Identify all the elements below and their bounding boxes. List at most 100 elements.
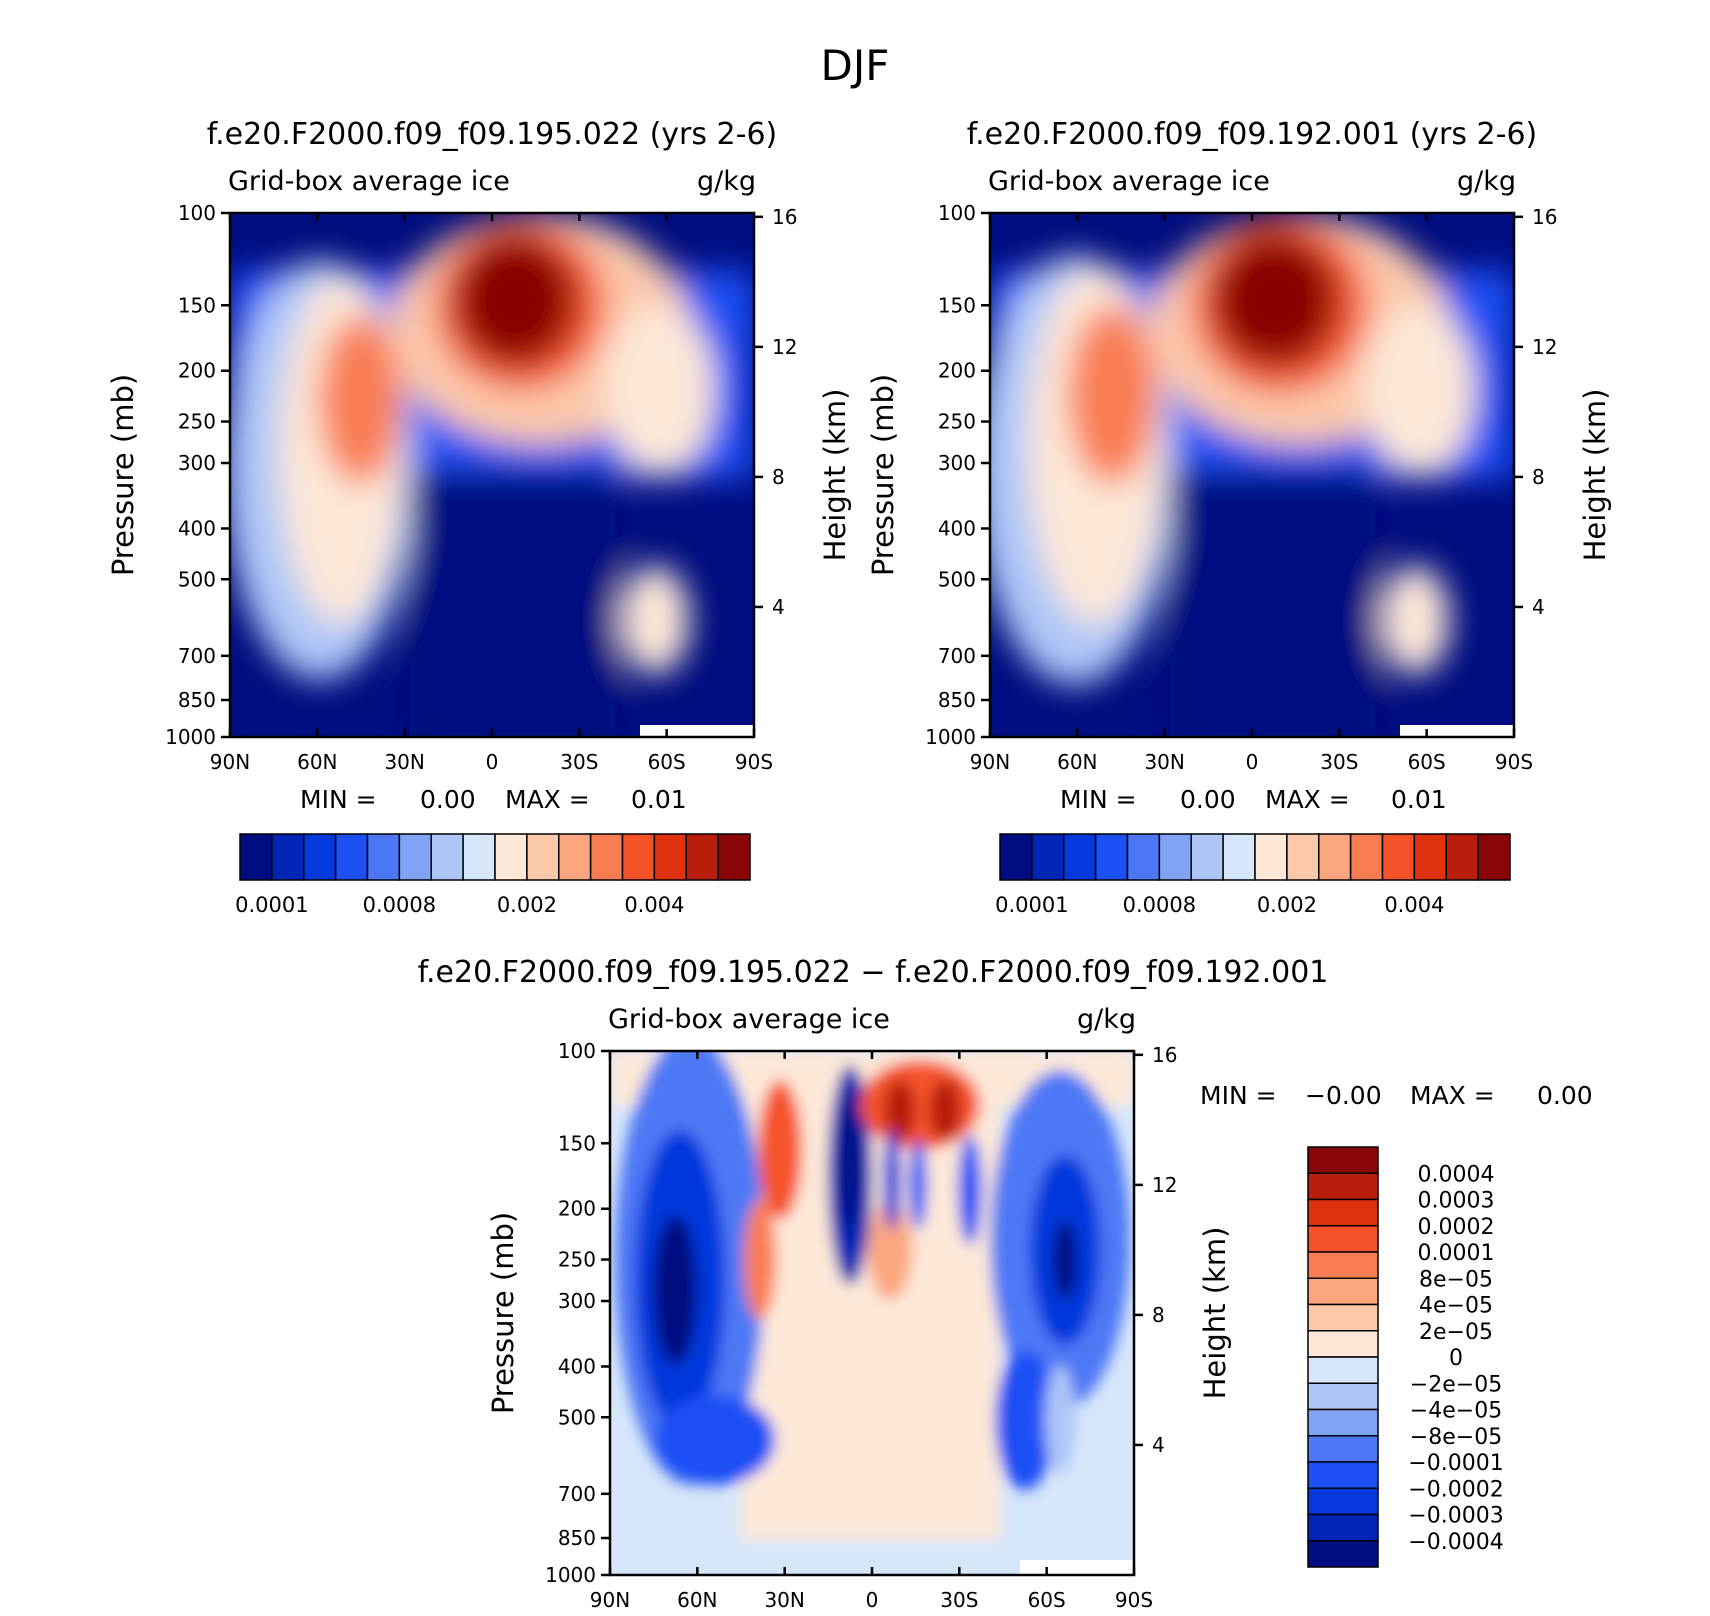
colorbar-swatch <box>1307 1382 1379 1411</box>
colorbar-swatch <box>1158 833 1192 881</box>
colorbar-swatch <box>1307 1198 1379 1227</box>
colorbar-swatch <box>1307 1251 1379 1279</box>
colorbar-label: 0.0008 <box>363 893 436 917</box>
colorbar-swatch <box>1031 833 1065 881</box>
colorbar-swatch <box>1307 1356 1379 1384</box>
field-sh-red-outer <box>860 1060 980 1150</box>
pressure-tick-label: 300 <box>558 1289 596 1313</box>
colorbar-swatch <box>1307 1225 1379 1253</box>
field-sh-lower-blue <box>995 1350 1055 1490</box>
x-tick-label: 60N <box>297 750 337 774</box>
colorbar-label: −0.0002 <box>1408 1477 1503 1502</box>
field-nh-plume-inner <box>1067 305 1157 485</box>
colorbar-label: 0.0001 <box>995 893 1068 917</box>
height-tick-label: 8 <box>1152 1303 1165 1327</box>
panel-2-min-value: 0.00 <box>1180 785 1236 814</box>
field-nh-plume-inner <box>318 315 402 485</box>
panel-1-max-label: MAX = <box>505 785 590 814</box>
pressure-tick-label: 200 <box>558 1197 596 1221</box>
panel-3-max-label: MAX = <box>1410 1081 1495 1110</box>
pressure-tick-label: 700 <box>558 1482 596 1506</box>
colorbar-swatch <box>1254 833 1288 881</box>
pressure-tick-label: 150 <box>938 293 976 317</box>
pressure-tick-label: 250 <box>938 410 976 434</box>
height-tick-label: 12 <box>1532 335 1557 359</box>
colorbar-label: 0.002 <box>1257 893 1317 917</box>
pressure-tick-label: 150 <box>178 293 216 317</box>
colorbar-swatch <box>1307 1146 1379 1174</box>
x-tick-label: 60S <box>648 750 686 774</box>
panel-2-axes: 90N 60N 30N 0 30S 60S 90S 100 150 200 250 300 400 500… <box>925 201 1557 774</box>
panel-2-title: f.e20.F2000.f09_f09.192.001 (yrs 2-6) <box>967 117 1537 152</box>
panel-2-max-label: MAX = <box>1265 785 1350 814</box>
pressure-tick-label: 200 <box>938 359 976 383</box>
panel-1: f.e20.F2000.f09_f09.195.022 (yrs 2-6) Gr… <box>106 117 852 917</box>
field-sh-stripe-b <box>909 1140 927 1230</box>
height-tick-label: 12 <box>772 335 797 359</box>
colorbar-swatch <box>1307 1172 1379 1201</box>
field-sh-stripe-c <box>958 1135 982 1245</box>
colorbar-label: −4e−05 <box>1410 1399 1502 1424</box>
x-tick-label: 30S <box>1320 750 1358 774</box>
field-sh-stripe-a <box>883 1130 901 1230</box>
colorbar-swatch <box>1307 1487 1379 1516</box>
colorbar-swatch <box>558 833 592 881</box>
field-sh-lower-lobe <box>620 565 690 675</box>
field-sh-lower-light <box>1045 1365 1075 1475</box>
field-sh-plume <box>605 305 715 475</box>
colorbar-label: 0.004 <box>1384 893 1444 917</box>
panel-2-field <box>990 215 1514 737</box>
field-sh-plume <box>1365 305 1475 475</box>
colorbar-swatch <box>1307 1513 1379 1542</box>
colorbar-swatch <box>303 833 337 881</box>
pressure-tick-label: 300 <box>938 451 976 475</box>
pressure-tick-label: 1000 <box>165 725 216 749</box>
field-sh-red-lower <box>868 1200 912 1300</box>
pressure-tick-label: 400 <box>938 516 976 540</box>
panel-1-min-value: 0.00 <box>420 785 476 814</box>
colorbar-label: 0.0003 <box>1418 1189 1495 1214</box>
height-tick-label: 12 <box>1152 1173 1177 1197</box>
panel-2-missing-data <box>1400 725 1514 737</box>
pressure-tick-label: 400 <box>558 1354 596 1378</box>
colorbar-swatch <box>430 833 464 881</box>
field-sh-blue-core <box>1053 1220 1077 1300</box>
field-sh-lower-lobe <box>1380 565 1450 675</box>
colorbar-label: 0.0002 <box>1418 1215 1495 1240</box>
height-tick-label: 16 <box>1532 205 1557 229</box>
panel-1-ylabel: Pressure (mb) <box>106 374 140 576</box>
panel-3-title: f.e20.F2000.f09_f09.195.022 − f.e20.F200… <box>418 955 1329 990</box>
x-tick-label: 0 <box>866 1588 879 1612</box>
height-tick-label: 4 <box>1152 1433 1165 1457</box>
pressure-tick-label: 250 <box>558 1248 596 1272</box>
colorbar-swatch <box>1094 833 1129 881</box>
colorbar-label: −2e−05 <box>1410 1372 1502 1397</box>
height-tick-label: 8 <box>1532 465 1545 489</box>
colorbar-swatch <box>1445 833 1479 881</box>
colorbar-swatch <box>653 833 687 881</box>
panel-3-units: g/kg <box>1077 1004 1136 1035</box>
panel-3-max-value: 0.00 <box>1537 1081 1593 1110</box>
colorbar-swatch <box>1413 833 1447 881</box>
pressure-tick-label: 150 <box>558 1131 596 1155</box>
panel-3-ylabel-right: Height (km) <box>1198 1227 1232 1400</box>
panel-3-field <box>610 1051 1134 1540</box>
panel-2-max-value: 0.01 <box>1391 785 1447 814</box>
panel-1-max-value: 0.01 <box>631 785 687 814</box>
panel-1-units: g/kg <box>697 166 756 197</box>
panel-3: f.e20.F2000.f09_f09.195.022 − f.e20.F200… <box>418 955 1593 1612</box>
pressure-tick-label: 500 <box>558 1405 596 1429</box>
panel-2-variable: Grid-box average ice <box>988 166 1270 197</box>
x-tick-label: 30N <box>1144 750 1184 774</box>
colorbar-label: −0.0001 <box>1408 1451 1503 1476</box>
pressure-tick-label: 700 <box>178 644 216 668</box>
field-30n-red <box>758 1080 802 1220</box>
x-tick-label: 90N <box>970 750 1010 774</box>
pressure-tick-label: 400 <box>178 516 216 540</box>
field-eq-blue-core <box>840 1090 860 1230</box>
panel-1-variable: Grid-box average ice <box>228 166 510 197</box>
colorbar-swatch <box>239 833 273 881</box>
panel-3-axes: 90N 60N 30N 0 30S 60S 90S 100 150 200 250 300 400 500… <box>545 1039 1177 1612</box>
colorbar-swatch <box>1307 1277 1379 1306</box>
